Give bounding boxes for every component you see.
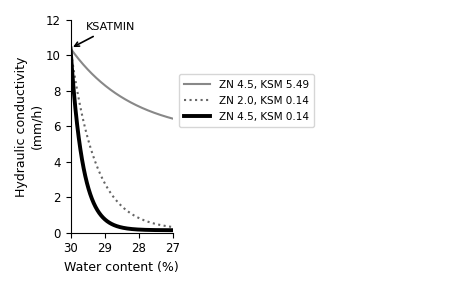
ZN 2.0, KSM 0.14 [128, 212, 134, 216]
ZN 4.5, KSM 5.49 [170, 117, 176, 121]
ZN 2.0, KSM 0.14 [152, 222, 157, 225]
ZN 4.5, KSM 0.14 [117, 225, 123, 229]
Y-axis label: Hydraulic conductivity
(mm/h): Hydraulic conductivity (mm/h) [15, 56, 43, 197]
Text: KSATMIN: KSATMIN [74, 23, 135, 46]
ZN 4.5, KSM 5.49 [117, 94, 123, 98]
Line: ZN 2.0, KSM 0.14: ZN 2.0, KSM 0.14 [71, 48, 173, 227]
ZN 4.5, KSM 0.14 [128, 227, 134, 231]
ZN 4.5, KSM 5.49 [128, 101, 134, 105]
ZN 2.0, KSM 0.14 [68, 47, 73, 50]
ZN 4.5, KSM 5.49 [123, 98, 129, 101]
Legend: ZN 4.5, KSM 5.49, ZN 2.0, KSM 0.14, ZN 4.5, KSM 0.14: ZN 4.5, KSM 5.49, ZN 2.0, KSM 0.14, ZN 4… [179, 74, 314, 127]
ZN 4.5, KSM 0.14 [152, 228, 157, 232]
ZN 4.5, KSM 5.49 [116, 94, 122, 97]
ZN 4.5, KSM 0.14 [170, 229, 176, 232]
ZN 4.5, KSM 5.49 [68, 47, 73, 50]
ZN 2.0, KSM 0.14 [123, 208, 129, 212]
ZN 2.0, KSM 0.14 [170, 225, 176, 229]
Line: ZN 4.5, KSM 5.49: ZN 4.5, KSM 5.49 [71, 48, 173, 119]
ZN 4.5, KSM 5.49 [152, 111, 157, 115]
ZN 4.5, KSM 0.14 [116, 225, 122, 229]
X-axis label: Water content (%): Water content (%) [64, 261, 179, 274]
ZN 4.5, KSM 0.14 [168, 229, 173, 232]
Line: ZN 4.5, KSM 0.14: ZN 4.5, KSM 0.14 [71, 48, 173, 230]
ZN 2.0, KSM 0.14 [168, 225, 173, 229]
ZN 4.5, KSM 5.49 [168, 116, 173, 120]
ZN 4.5, KSM 0.14 [68, 47, 73, 50]
ZN 4.5, KSM 0.14 [123, 227, 129, 230]
ZN 2.0, KSM 0.14 [116, 202, 122, 205]
ZN 2.0, KSM 0.14 [117, 203, 123, 206]
